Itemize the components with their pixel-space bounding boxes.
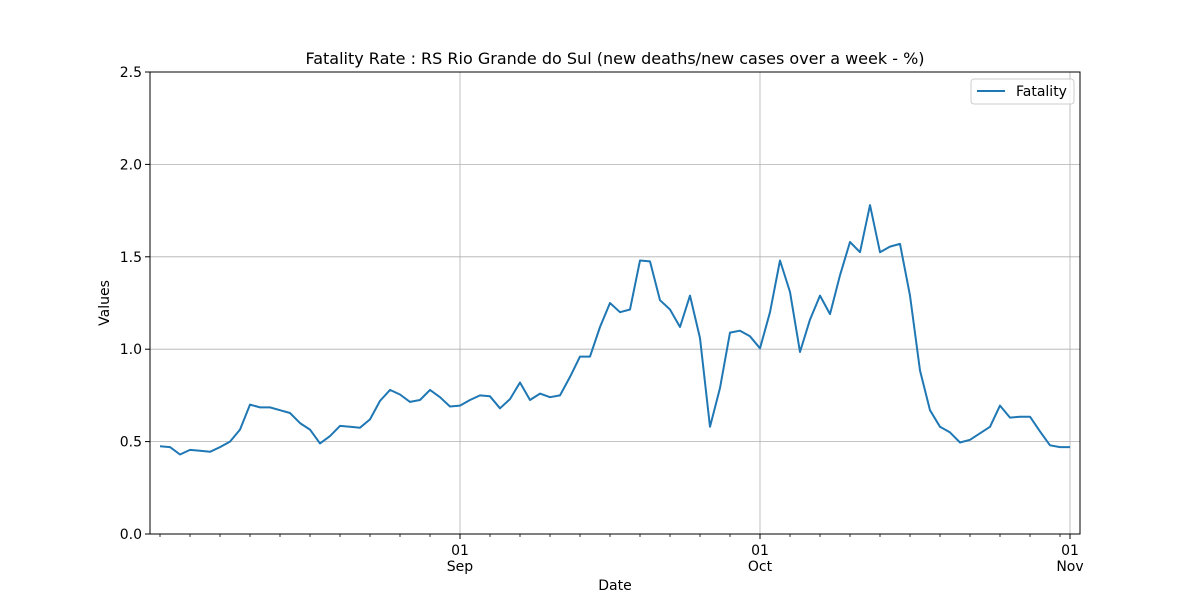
y-tick-label: 2.0 (120, 157, 142, 173)
y-tick-label: 0.0 (120, 527, 142, 543)
series-line-fatality (159, 204, 1070, 456)
x-tick-label-day: 01 (751, 543, 769, 559)
legend: Fatality (970, 78, 1075, 105)
legend-box (970, 78, 1075, 105)
y-tick-label: 2.5 (120, 65, 142, 81)
plot-frame (149, 71, 1081, 535)
grid-lines (150, 71, 1080, 535)
x-axis-label: Date (598, 578, 631, 594)
x-tick-label-day: 01 (1061, 543, 1079, 559)
chart-title: Fatality Rate : RS Rio Grande do Sul (ne… (305, 49, 924, 68)
x-tick-label-month: Nov (1056, 559, 1083, 575)
legend-label-fatality: Fatality (1016, 84, 1067, 100)
y-axis-label: Values (97, 280, 113, 326)
x-tick-label-month: Sep (447, 559, 474, 575)
series-layer (159, 204, 1070, 456)
y-tick-label: 1.5 (120, 250, 142, 266)
y-tick-label: 0.5 (120, 435, 142, 451)
y-tick-label: 1.0 (120, 342, 142, 358)
x-tick-label-month: Oct (748, 559, 773, 575)
x-tick-label-day: 01 (451, 543, 469, 559)
